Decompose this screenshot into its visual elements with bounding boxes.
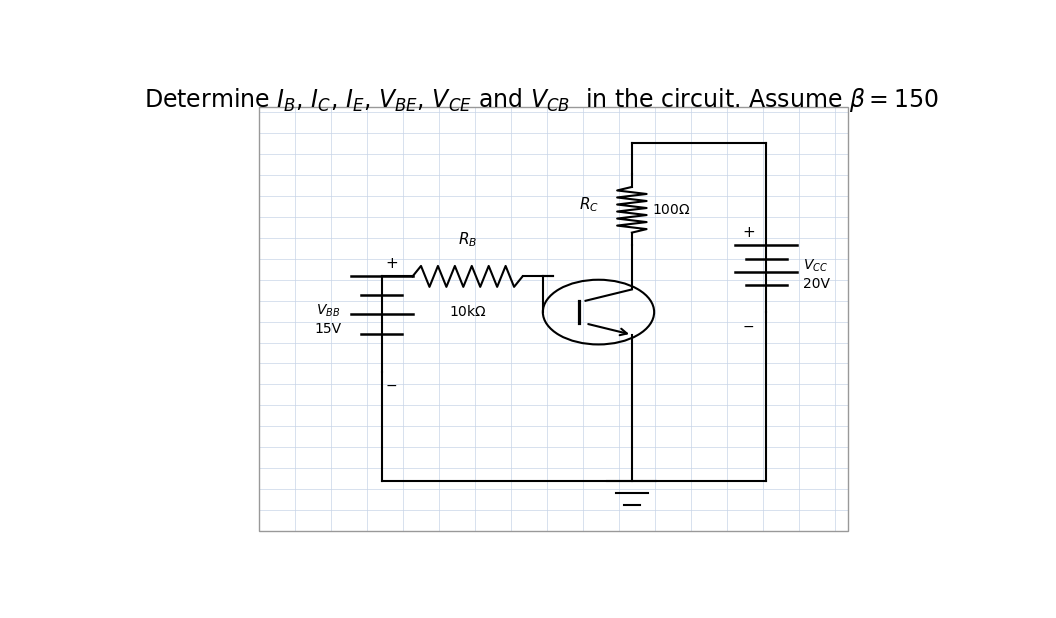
Text: 100$\Omega$: 100$\Omega$ [653,203,691,217]
Bar [259,108,848,531]
Text: $-$: $-$ [385,378,397,392]
Text: $R_B$: $R_B$ [458,230,477,249]
Text: $-$: $-$ [742,318,754,332]
Text: +: + [385,256,398,271]
Text: $R_C$: $R_C$ [579,196,599,214]
Text: +: + [742,225,755,240]
Text: $V_{BB}$
15V: $V_{BB}$ 15V [315,302,342,336]
Text: Determine $I_B$, $I_C$, $I_E$, $V_{BE}$, $V_{CE}$ and $V_{CB}$  in the circuit. : Determine $I_B$, $I_C$, $I_E$, $V_{BE}$,… [144,86,939,114]
Text: 10k$\Omega$: 10k$\Omega$ [449,304,487,319]
Text: $V_{CC}$
20V: $V_{CC}$ 20V [804,257,830,291]
